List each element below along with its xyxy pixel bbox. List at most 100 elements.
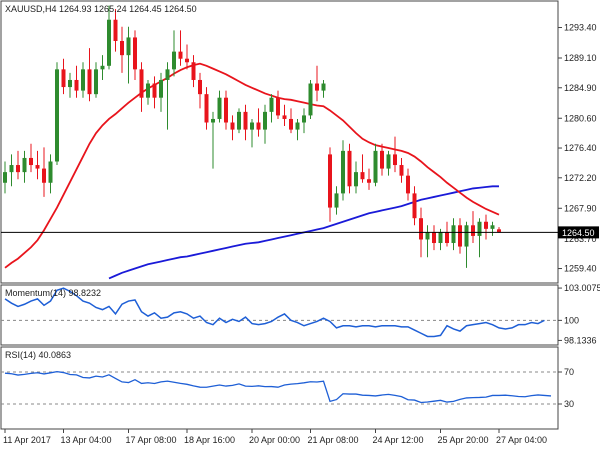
candle-body <box>425 232 430 240</box>
candle[interactable] <box>29 143 33 173</box>
candle-body <box>373 150 378 183</box>
candle[interactable] <box>94 62 98 98</box>
candle-body <box>269 97 274 112</box>
candle[interactable] <box>185 44 189 70</box>
candle[interactable] <box>55 62 59 166</box>
candle[interactable] <box>9 154 14 187</box>
time-x-axis: 11 Apr 2017 13 Apr 04:00 17 Apr 08:00 18 Ap… <box>3 429 547 445</box>
candle-body <box>302 115 306 123</box>
time-tick-label: 25 Apr 20:00 <box>438 435 489 445</box>
candle-body <box>477 221 482 236</box>
price-tick-label: 1284.90 <box>564 83 597 93</box>
candle[interactable] <box>126 26 131 84</box>
candle[interactable] <box>113 9 118 52</box>
price-panel[interactable] <box>0 0 559 284</box>
candle[interactable] <box>81 62 85 98</box>
candle[interactable] <box>451 218 456 251</box>
candle[interactable] <box>237 108 241 134</box>
candle[interactable] <box>471 211 475 244</box>
candle-body <box>126 37 131 56</box>
momentum-panel[interactable] <box>0 284 559 346</box>
candle[interactable] <box>425 225 430 258</box>
candle[interactable] <box>477 218 482 258</box>
candle[interactable] <box>172 30 176 77</box>
candle[interactable] <box>263 104 267 144</box>
candle[interactable] <box>490 221 495 236</box>
candle[interactable] <box>152 76 157 109</box>
candle[interactable] <box>315 65 319 102</box>
candle[interactable] <box>68 72 72 98</box>
time-tick-label: 20 Apr 00:00 <box>249 435 300 445</box>
candle[interactable] <box>445 221 449 247</box>
candle[interactable] <box>159 72 163 112</box>
candle[interactable] <box>497 227 501 233</box>
candle[interactable] <box>100 55 105 80</box>
candle[interactable] <box>341 140 345 201</box>
candle[interactable] <box>373 143 378 187</box>
candle[interactable] <box>360 154 365 183</box>
candle[interactable] <box>412 186 417 226</box>
candle[interactable] <box>74 65 79 98</box>
candle[interactable] <box>191 55 196 88</box>
candle-body <box>230 122 235 130</box>
candle[interactable] <box>165 62 170 130</box>
candle[interactable] <box>198 72 202 109</box>
candle[interactable] <box>16 150 20 180</box>
candle[interactable] <box>3 161 7 194</box>
candle[interactable] <box>354 161 358 194</box>
rsi-tick-label: 30 <box>564 399 574 409</box>
candle[interactable] <box>380 143 384 176</box>
time-tick-label: 27 Apr 04:00 <box>496 435 547 445</box>
candle[interactable] <box>393 136 397 173</box>
candle[interactable] <box>22 150 27 183</box>
candle[interactable] <box>432 225 436 251</box>
candle[interactable] <box>276 90 280 119</box>
candle[interactable] <box>334 186 339 215</box>
candle-body <box>198 79 202 95</box>
candle[interactable] <box>230 115 235 141</box>
candle[interactable] <box>243 104 248 141</box>
candle[interactable] <box>289 108 293 134</box>
candle[interactable] <box>178 30 183 66</box>
candle[interactable] <box>328 147 332 222</box>
candle[interactable] <box>282 104 287 127</box>
candle[interactable] <box>211 111 215 169</box>
candle-body <box>490 225 495 229</box>
candle[interactable] <box>399 157 404 183</box>
candle[interactable] <box>484 214 488 240</box>
candle[interactable] <box>204 87 209 130</box>
candle-body <box>295 122 300 130</box>
candle[interactable] <box>308 79 313 119</box>
candle-body <box>159 79 163 98</box>
candle[interactable] <box>458 218 462 254</box>
candle[interactable] <box>120 26 124 73</box>
candle-body <box>191 62 196 80</box>
candle[interactable] <box>269 94 274 123</box>
candle[interactable] <box>256 108 261 137</box>
candle[interactable] <box>107 5 111 70</box>
candle[interactable] <box>61 58 66 95</box>
momentum-plot-area <box>1 287 558 338</box>
candle[interactable] <box>347 143 352 194</box>
candle[interactable] <box>35 150 40 180</box>
candle[interactable] <box>146 79 150 105</box>
candle[interactable] <box>386 150 391 176</box>
candle[interactable] <box>217 90 222 123</box>
candle[interactable] <box>321 79 326 98</box>
price-plot-area[interactable]: 1264.50 <box>1 5 599 280</box>
candle[interactable] <box>367 168 371 190</box>
candle[interactable] <box>139 62 144 112</box>
rsi-panel[interactable] <box>0 346 559 430</box>
candle[interactable] <box>295 118 300 141</box>
candle[interactable] <box>250 118 254 148</box>
candle[interactable] <box>406 168 410 201</box>
candle[interactable] <box>87 48 92 102</box>
candle[interactable] <box>42 147 46 197</box>
candle[interactable] <box>302 108 306 134</box>
candle[interactable] <box>464 221 469 268</box>
candle[interactable] <box>224 90 228 130</box>
candle[interactable] <box>133 30 137 80</box>
candle[interactable] <box>48 154 53 194</box>
candle-body <box>419 218 423 240</box>
candle-body <box>81 69 85 91</box>
